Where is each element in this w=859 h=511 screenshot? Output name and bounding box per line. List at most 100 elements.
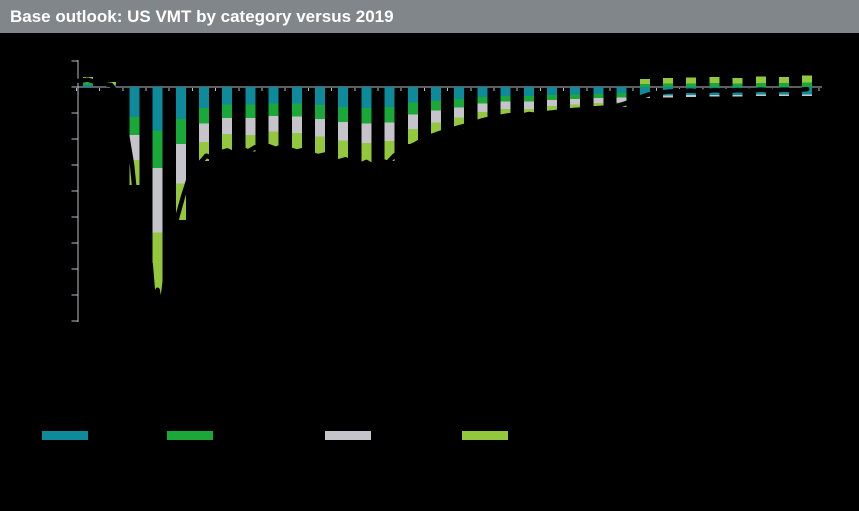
bar-segment bbox=[616, 93, 627, 98]
legend-swatch-2 bbox=[167, 431, 213, 440]
bar-segment bbox=[686, 83, 697, 87]
bar-segment bbox=[547, 100, 557, 107]
bar-segment bbox=[199, 107, 209, 124]
bar-segment bbox=[83, 82, 93, 85]
bar-segment bbox=[755, 76, 766, 83]
bar-segment bbox=[732, 78, 743, 84]
bar-segment bbox=[291, 87, 302, 104]
bar-segment bbox=[431, 87, 441, 101]
bar-segment bbox=[477, 87, 488, 97]
bar-segment bbox=[570, 104, 581, 111]
bar-segment bbox=[384, 106, 395, 123]
bar-segment bbox=[384, 141, 395, 161]
bar-segment bbox=[570, 94, 581, 99]
legend-item-2 bbox=[167, 431, 219, 440]
bar-segment bbox=[361, 87, 372, 108]
bar-segment bbox=[663, 83, 673, 87]
bar-segment bbox=[268, 131, 279, 148]
legend-swatch-4 bbox=[462, 431, 508, 440]
bar-segment bbox=[361, 123, 372, 144]
bar-segment bbox=[431, 110, 441, 123]
chart-legend bbox=[0, 431, 859, 447]
bar-segment bbox=[129, 87, 140, 118]
bar-segment bbox=[802, 94, 813, 96]
bar-segment bbox=[500, 95, 511, 102]
bar-segment bbox=[616, 97, 627, 103]
bar-segment bbox=[83, 84, 93, 87]
bar-segment bbox=[431, 100, 441, 111]
bar-segment bbox=[222, 118, 233, 134]
bar-segment bbox=[315, 105, 325, 120]
bar-segment bbox=[454, 107, 465, 118]
bar-segment bbox=[477, 103, 488, 112]
bar-segment bbox=[663, 78, 673, 84]
bar-segment bbox=[175, 119, 186, 145]
bar-segment bbox=[523, 87, 534, 96]
bar-segment bbox=[361, 143, 372, 164]
bar-segment bbox=[152, 168, 163, 233]
bar-segment bbox=[547, 94, 557, 100]
bar-segment bbox=[732, 94, 743, 97]
bar-segment bbox=[779, 82, 789, 87]
bar-segment bbox=[384, 122, 395, 142]
legend-item-1 bbox=[42, 431, 94, 440]
bar-segment bbox=[407, 87, 418, 103]
bar-segment bbox=[500, 101, 511, 109]
bar-segment bbox=[686, 94, 697, 97]
bar-segment bbox=[338, 140, 349, 160]
bar-segment bbox=[709, 82, 720, 87]
bar-segment bbox=[454, 117, 465, 129]
bar-segment bbox=[477, 111, 488, 121]
bar-segment bbox=[129, 134, 140, 160]
bar-segment bbox=[338, 121, 349, 141]
bar-segment bbox=[547, 106, 557, 113]
bar-segment bbox=[268, 87, 279, 104]
bar-segment bbox=[175, 87, 186, 120]
bar-segment bbox=[222, 104, 233, 119]
bar-segment bbox=[547, 87, 557, 95]
bar-segment bbox=[291, 132, 302, 150]
bar-segment bbox=[639, 83, 650, 87]
bar-segment bbox=[245, 87, 256, 105]
title-bar: Base outlook: US VMT by category versus … bbox=[0, 0, 859, 33]
bar-segment bbox=[315, 119, 325, 137]
bar-segment bbox=[593, 93, 604, 98]
bar-segment bbox=[616, 87, 627, 94]
bar-segment bbox=[291, 103, 302, 117]
bar-segment bbox=[454, 98, 465, 108]
bar-segment bbox=[593, 103, 604, 109]
legend-item-3 bbox=[325, 431, 377, 440]
bar-segment bbox=[384, 87, 395, 107]
bar-segment bbox=[199, 142, 209, 161]
bar-segment bbox=[477, 96, 488, 104]
bar-segment bbox=[199, 87, 209, 108]
bar-segment bbox=[315, 87, 325, 106]
bar-segment bbox=[663, 95, 673, 98]
bar-segment bbox=[802, 75, 813, 83]
bar-segment bbox=[407, 129, 418, 145]
bar-segment bbox=[338, 87, 349, 107]
bar-segment bbox=[338, 106, 349, 122]
bar-segment bbox=[639, 79, 650, 84]
bar-segment bbox=[593, 87, 604, 94]
bar-segment bbox=[639, 87, 650, 96]
bar-segment bbox=[268, 116, 279, 132]
bar-segment bbox=[222, 133, 233, 151]
bar-segment bbox=[779, 77, 789, 83]
bar-segment bbox=[245, 118, 256, 135]
bar-segment bbox=[709, 94, 720, 97]
legend-item-4 bbox=[462, 431, 514, 440]
bar-segment bbox=[152, 130, 163, 169]
bar-segment bbox=[268, 103, 279, 117]
legend-swatch-3 bbox=[325, 431, 371, 440]
bar-segment bbox=[500, 108, 511, 116]
bar-segment bbox=[802, 82, 813, 87]
legend-swatch-1 bbox=[42, 431, 88, 440]
bar-segment bbox=[523, 95, 534, 102]
bar-segment bbox=[500, 87, 511, 96]
bar-segment bbox=[407, 114, 418, 130]
bar-segment bbox=[222, 87, 233, 105]
bar-segment bbox=[245, 104, 256, 119]
